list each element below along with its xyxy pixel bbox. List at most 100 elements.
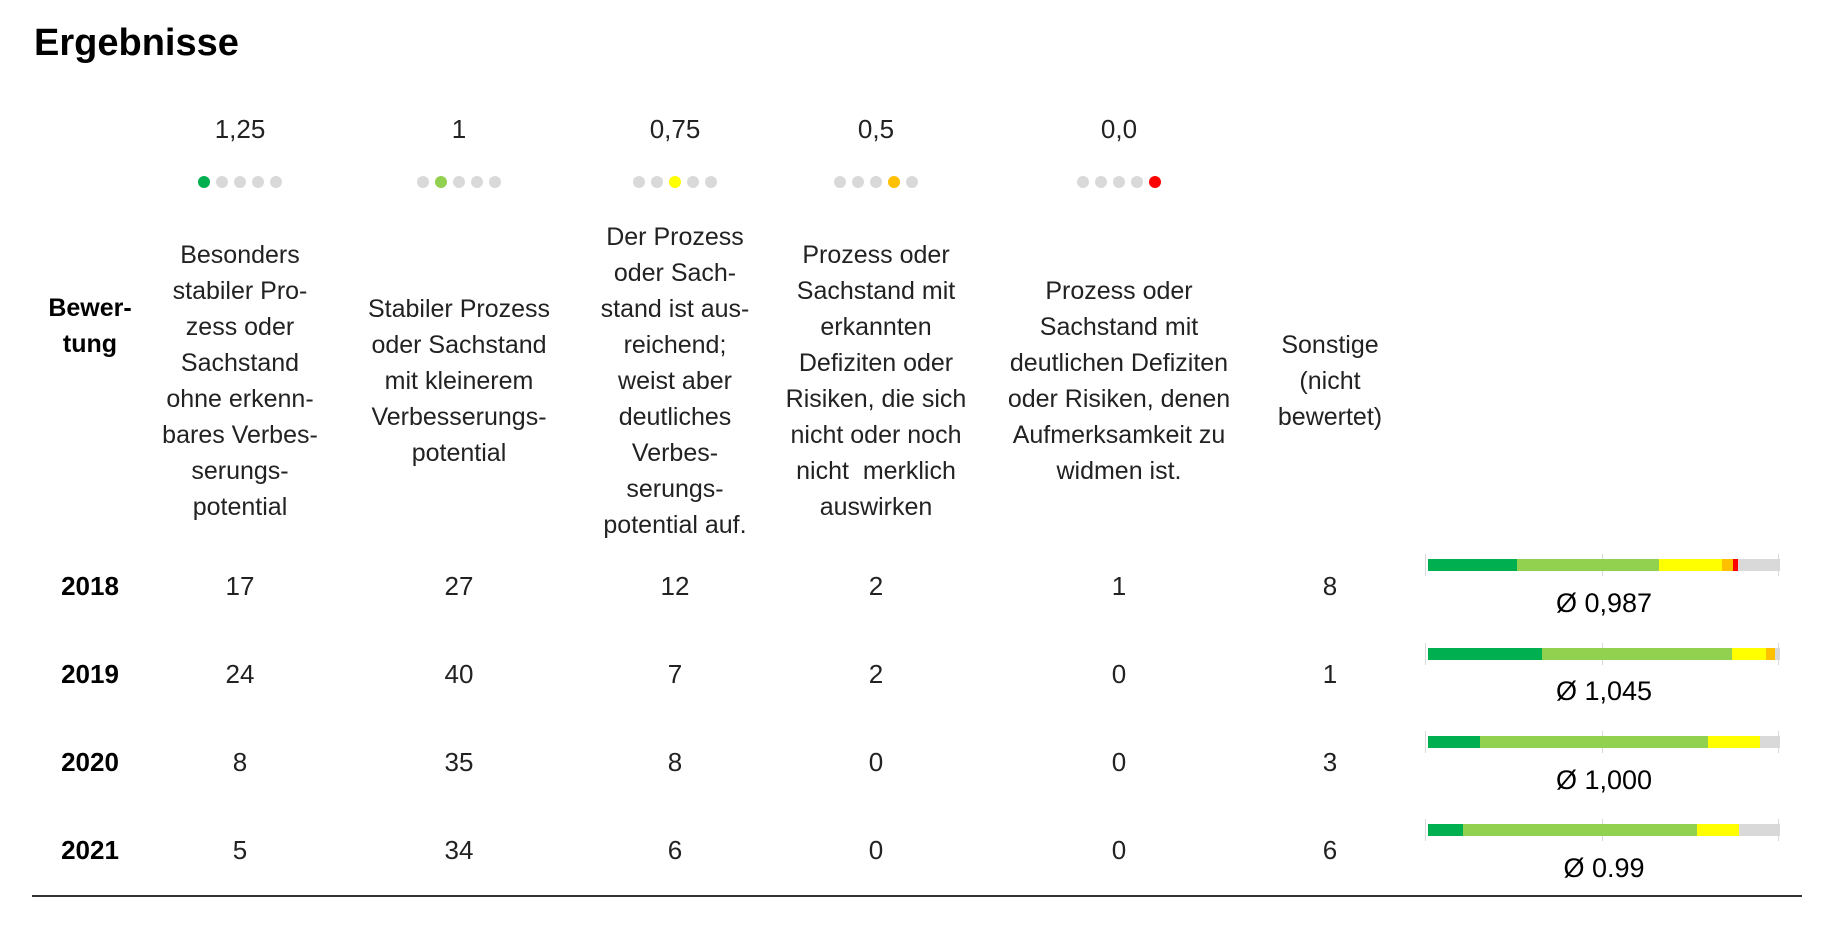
row-header-label: Bewer- tung xyxy=(48,294,132,358)
rating-dot xyxy=(852,176,864,188)
average-value: Ø 1,000 xyxy=(1555,765,1653,795)
column-description: Stabiler Prozess oder Sachstand mit klei… xyxy=(367,295,551,467)
table-cell: 8 xyxy=(1322,571,1338,601)
bar-tick xyxy=(1425,731,1426,753)
bar-segment xyxy=(1428,736,1481,748)
table-cell: 1 xyxy=(1322,659,1338,689)
bar-segment xyxy=(1737,559,1780,571)
rating-dot xyxy=(1095,176,1107,188)
table-cell: 2 xyxy=(868,659,884,689)
column-description: Besonders stabiler Pro- zess oder Sachst… xyxy=(162,241,318,521)
table-cell: 0 xyxy=(868,747,884,777)
rating-dots xyxy=(633,176,717,188)
table-cell: 8 xyxy=(232,747,248,777)
table-cell: 3 xyxy=(1322,747,1338,777)
row-year: 2019 xyxy=(61,659,119,689)
rating-dot xyxy=(453,176,465,188)
bar-segment xyxy=(1480,736,1709,748)
bar-segment xyxy=(1732,648,1766,660)
bar-segment xyxy=(1708,736,1761,748)
rating-dot xyxy=(1077,176,1089,188)
rating-dot xyxy=(1131,176,1143,188)
table-cell: 2 xyxy=(868,571,884,601)
rating-dots xyxy=(198,176,282,188)
average-value: Ø 0,987 xyxy=(1555,588,1653,618)
bar-segment xyxy=(1659,559,1723,571)
table-cell: 40 xyxy=(444,659,474,689)
table-cell: 0 xyxy=(868,835,884,865)
row-year: 2018 xyxy=(61,571,119,601)
rating-dot xyxy=(633,176,645,188)
bar-segment xyxy=(1732,559,1738,571)
column-description: Prozess oder Sachstand mit erkannten Def… xyxy=(785,241,967,521)
distribution-bar xyxy=(1428,559,1780,571)
score-label: 1,25 xyxy=(214,114,266,144)
average-value: Ø 1,045 xyxy=(1555,676,1653,706)
table-cell: 6 xyxy=(1322,835,1338,865)
rating-dots xyxy=(1077,176,1161,188)
bar-segment xyxy=(1428,559,1518,571)
bar-segment xyxy=(1760,736,1780,748)
bar-segment xyxy=(1517,559,1660,571)
column-description: Sonstige (nicht bewertet) xyxy=(1277,331,1383,431)
rating-dot xyxy=(417,176,429,188)
rating-dot xyxy=(234,176,246,188)
distribution-bar xyxy=(1428,648,1780,660)
rating-dot xyxy=(1113,176,1125,188)
bar-segment xyxy=(1542,648,1733,660)
table-cell: 17 xyxy=(225,571,255,601)
rating-dot xyxy=(669,176,681,188)
bar-segment xyxy=(1428,648,1543,660)
row-year: 2021 xyxy=(61,835,119,865)
bar-segment xyxy=(1765,648,1776,660)
rating-dot xyxy=(489,176,501,188)
bar-segment xyxy=(1738,824,1780,836)
rating-dot xyxy=(888,176,900,188)
bar-tick xyxy=(1425,819,1426,841)
rating-dot xyxy=(870,176,882,188)
bar-segment xyxy=(1697,824,1739,836)
table-cell: 0 xyxy=(1111,835,1127,865)
table-cell: 27 xyxy=(444,571,474,601)
rating-dot xyxy=(270,176,282,188)
table-cell: 24 xyxy=(225,659,255,689)
rating-dot xyxy=(435,176,447,188)
table-bottom-rule xyxy=(32,895,1802,897)
bar-segment xyxy=(1428,824,1463,836)
column-description: Der Prozess oder Sach- stand ist aus- re… xyxy=(600,223,750,539)
rating-dot xyxy=(687,176,699,188)
rating-dot xyxy=(198,176,210,188)
table-cell: 34 xyxy=(444,835,474,865)
score-label: 0,5 xyxy=(857,114,895,144)
rating-dot xyxy=(252,176,264,188)
table-cell: 8 xyxy=(667,747,683,777)
rating-dot xyxy=(834,176,846,188)
page-title: Ergebnisse xyxy=(34,22,239,64)
bar-segment xyxy=(1462,824,1698,836)
rating-dot xyxy=(705,176,717,188)
rating-dot xyxy=(651,176,663,188)
rating-dot xyxy=(216,176,228,188)
rating-dots xyxy=(417,176,501,188)
bar-tick xyxy=(1425,643,1426,665)
table-cell: 5 xyxy=(232,835,248,865)
distribution-bar xyxy=(1428,824,1780,836)
table-cell: 0 xyxy=(1111,659,1127,689)
bar-segment xyxy=(1722,559,1733,571)
rating-dots xyxy=(834,176,918,188)
table-cell: 12 xyxy=(660,571,690,601)
bar-segment xyxy=(1775,648,1780,660)
column-description: Prozess oder Sachstand mit deutlichen De… xyxy=(1007,277,1231,485)
table-cell: 1 xyxy=(1111,571,1127,601)
table-cell: 35 xyxy=(444,747,474,777)
table-cell: 0 xyxy=(1111,747,1127,777)
row-year: 2020 xyxy=(61,747,119,777)
score-label: 1 xyxy=(451,114,467,144)
score-label: 0,75 xyxy=(649,114,701,144)
score-label: 0,0 xyxy=(1100,114,1138,144)
rating-dot xyxy=(1149,176,1161,188)
bar-tick xyxy=(1425,554,1426,576)
table-cell: 7 xyxy=(667,659,683,689)
average-value: Ø 0.99 xyxy=(1563,853,1645,883)
table-cell: 6 xyxy=(667,835,683,865)
